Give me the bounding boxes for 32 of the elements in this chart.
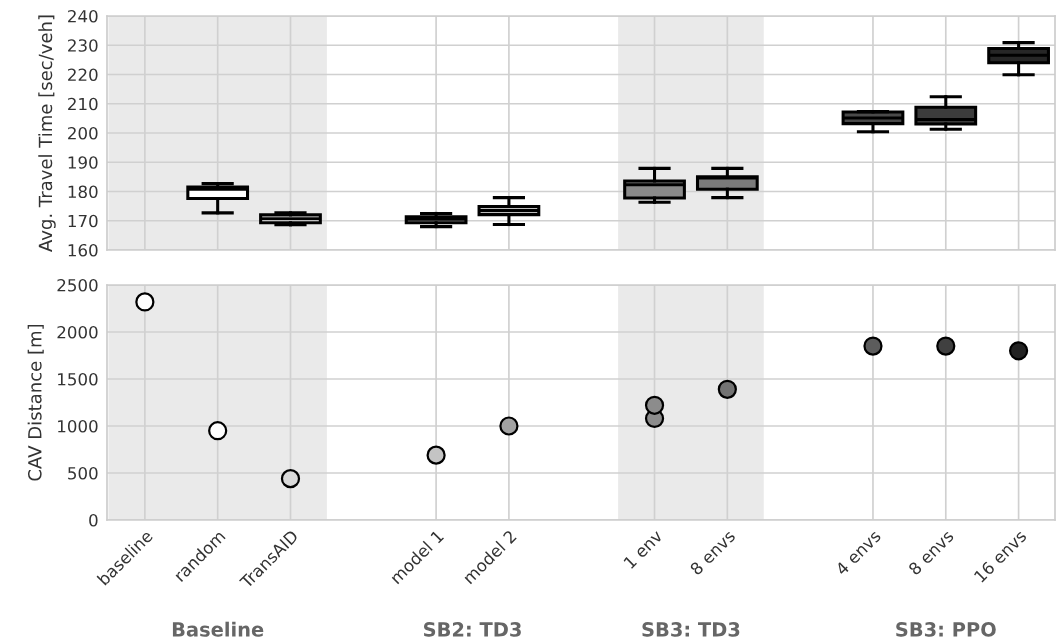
point [426,445,446,465]
y-tick-label: 200 [68,126,98,140]
y-tick-label: 220 [68,68,98,82]
y-tick-label: 0 [89,513,98,527]
y-tick-label: 210 [68,97,98,111]
x-tick-label: 1 env [623,529,664,570]
point [499,416,519,436]
y-tick-label: 180 [68,185,98,199]
point [280,469,301,489]
point [1008,341,1029,361]
y-tick-label: 2000 [57,325,98,339]
y-tick-label: 240 [68,9,98,23]
y-tick-label: 170 [68,214,98,228]
point [208,421,228,441]
text: Baseline [172,621,264,637]
y-tick-label: 230 [68,39,98,52]
y-tick-label: 1500 [58,372,98,386]
y-tick-label: 500 [68,466,98,480]
text: SB3: PPO [896,622,996,637]
point [936,336,956,356]
text: SB3: TD3 [642,622,740,637]
point [717,379,737,399]
y-tick-label: 190 [68,156,98,169]
point [135,292,155,312]
y-tick-label: 1000 [58,419,98,433]
y-tick-label: 160 [68,243,98,257]
point [644,395,665,415]
text: SB2: TD3 [423,622,521,637]
point [863,336,883,356]
y-axis-title: CAV Distance [m] [27,324,44,481]
y-tick-label: 2500 [57,278,98,292]
y-axis-title: Avg. Travel Time [sec/veh] [38,15,56,252]
